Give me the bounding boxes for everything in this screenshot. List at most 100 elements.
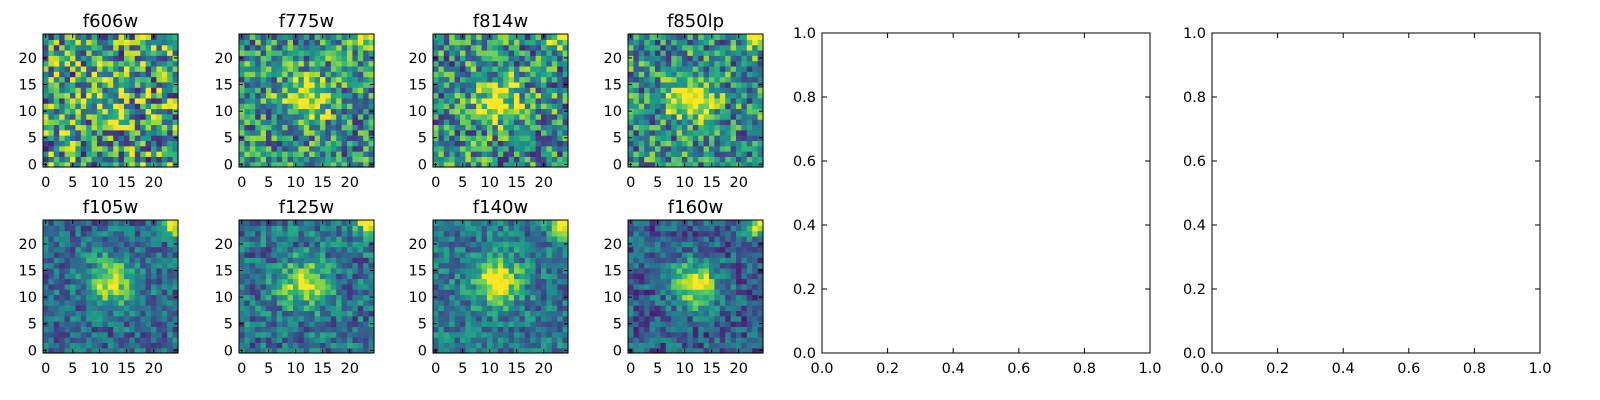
heatmap-cell: [75, 294, 82, 301]
heatmap-cell: [249, 44, 256, 51]
heatmap-cell: [508, 119, 515, 126]
heatmap-cell: [562, 273, 569, 280]
heatmap-cell: [309, 230, 316, 237]
heatmap-cell: [107, 326, 114, 333]
heatmap-cell: [80, 326, 87, 333]
heatmap-cell: [320, 294, 326, 301]
heatmap-cell: [255, 97, 262, 104]
heatmap-cell: [80, 294, 87, 301]
heatmap-cell: [557, 326, 564, 333]
heatmap-cell: [239, 262, 245, 269]
heatmap-cell: [449, 124, 456, 131]
y-tick-label: 10: [19, 290, 37, 306]
heatmap-cell: [134, 273, 141, 280]
heatmap-cell: [470, 60, 477, 67]
heatmap-cell: [449, 55, 456, 62]
heatmap-cell: [260, 76, 267, 83]
heatmap-cell: [460, 246, 466, 253]
heatmap-cell: [470, 321, 477, 327]
heatmap-cell: [167, 34, 174, 40]
heatmap-cell: [161, 119, 168, 126]
heatmap-cell: [266, 283, 272, 290]
heatmap-cell: [508, 246, 515, 253]
heatmap-cell: [443, 289, 450, 296]
heatmap-cell: [481, 331, 488, 338]
heatmap-cell: [113, 97, 120, 104]
heatmap-cell: [129, 71, 136, 78]
heatmap-cell: [336, 87, 343, 94]
heatmap-cell: [557, 294, 564, 301]
heatmap-cell: [508, 161, 515, 168]
heatmap-cell: [293, 108, 299, 115]
heatmap-cell: [276, 97, 283, 104]
heatmap-cell: [80, 315, 87, 322]
heatmap-cell: [363, 305, 370, 312]
subplot-title: f140w: [473, 197, 528, 218]
heatmap-cell: [655, 321, 661, 327]
heatmap-cell: [91, 124, 98, 131]
heatmap-cell: [438, 246, 445, 253]
heatmap-cell: [134, 113, 141, 120]
heatmap-cell: [492, 151, 499, 157]
heatmap-cell: [676, 145, 683, 152]
heatmap-cell: [64, 34, 71, 40]
heatmap-cell: [757, 331, 764, 338]
heatmap-cell: [709, 55, 715, 62]
heatmap-cell: [347, 87, 353, 94]
heatmap-cell: [59, 92, 66, 99]
heatmap-cell: [703, 145, 710, 152]
heatmap-cell: [557, 49, 564, 56]
heatmap-cell: [524, 161, 531, 168]
heatmap-cell: [298, 289, 305, 296]
heatmap-cell: [314, 278, 321, 285]
heatmap-cell: [325, 108, 332, 115]
heatmap-cell: [357, 135, 364, 141]
heatmap-cell: [357, 299, 364, 306]
heatmap-cell: [75, 129, 82, 136]
heatmap-cell: [655, 119, 661, 126]
heatmap-cell: [487, 140, 493, 147]
heatmap-cell: [481, 55, 488, 62]
heatmap-cell: [113, 34, 120, 40]
heatmap-cell: [347, 246, 353, 253]
heatmap-cell: [293, 71, 299, 78]
heatmap-cell: [676, 337, 683, 343]
heatmap-cell: [438, 267, 445, 274]
heatmap-cell: [309, 103, 316, 110]
heatmap-cell: [134, 34, 141, 40]
heatmap-cell: [266, 129, 272, 136]
heatmap-cell: [64, 321, 71, 327]
heatmap-cell: [59, 294, 66, 301]
heatmap-cell: [752, 321, 759, 327]
heatmap-cell: [48, 60, 55, 67]
heatmap-cell: [730, 44, 737, 51]
heatmap-cell: [736, 310, 742, 317]
heatmap-cell: [433, 92, 439, 99]
heatmap-cell: [692, 92, 699, 99]
heatmap-cell: [692, 326, 699, 333]
heatmap-cell: [287, 331, 294, 338]
heatmap-cell: [660, 108, 667, 115]
heatmap-cell: [449, 299, 456, 306]
heatmap-cell: [476, 246, 483, 253]
heatmap-cell: [508, 305, 515, 312]
heatmap-cell: [557, 39, 564, 46]
heatmap-cell: [156, 87, 163, 94]
heatmap-cell: [266, 241, 272, 248]
heatmap-cell: [314, 113, 321, 120]
heatmap-cell: [368, 326, 375, 333]
heatmap-cell: [75, 235, 82, 242]
heatmap-cell: [75, 81, 82, 88]
heatmap-cell: [546, 55, 553, 62]
heatmap-cell: [80, 347, 87, 354]
heatmap-cell: [341, 220, 348, 226]
heatmap-cell: [736, 294, 742, 301]
heatmap-cell: [145, 76, 152, 83]
heatmap-cell: [492, 135, 499, 141]
heatmap-cell: [53, 347, 60, 354]
heatmap-cell: [325, 225, 332, 232]
x-tick-label: 15: [313, 361, 331, 377]
heatmap-cell: [347, 129, 353, 136]
